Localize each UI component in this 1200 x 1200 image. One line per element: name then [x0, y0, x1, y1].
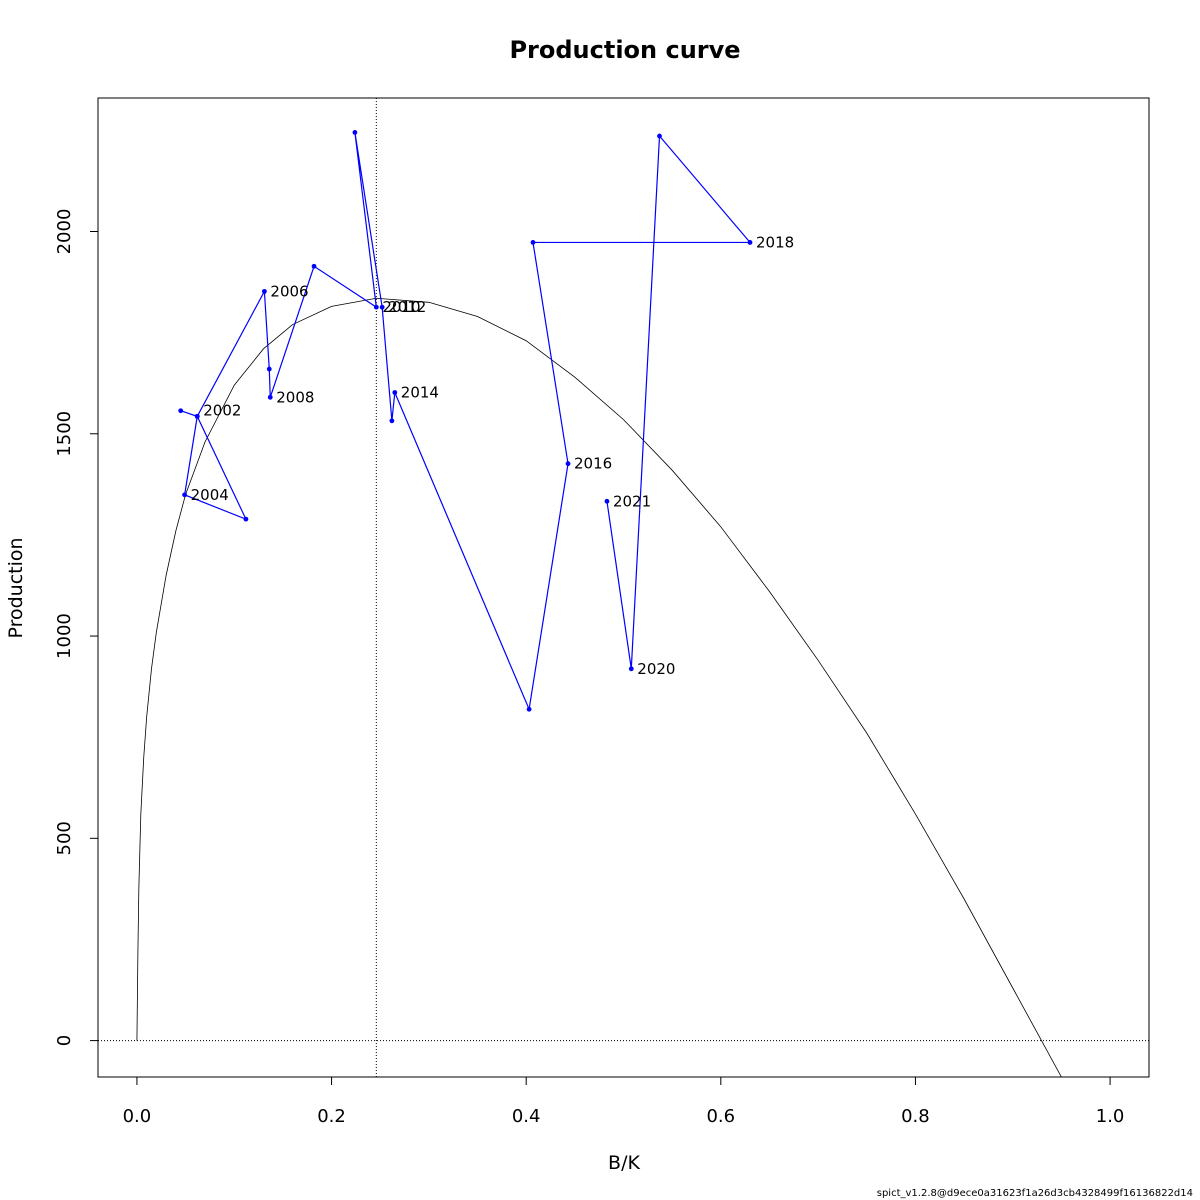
trajectory-point: [526, 706, 532, 712]
y-tick-label: 2000: [54, 209, 75, 255]
y-tick-label: 1000: [54, 613, 75, 659]
trajectory-point: [628, 666, 634, 672]
x-axis-label: B/K: [608, 1152, 640, 1174]
y-axis: 0 500 1000 1500 2000: [54, 209, 99, 1046]
trajectory-point: [266, 366, 272, 372]
trajectory-point: [389, 418, 395, 424]
x-tick-label: 0.6: [706, 1106, 735, 1127]
year-label: 2021: [613, 492, 651, 510]
year-label: 2004: [191, 486, 229, 504]
trajectory-point: [311, 263, 317, 269]
trajectory-point: [194, 413, 200, 419]
year-label: 2018: [756, 233, 794, 251]
chart-title: Production curve: [509, 36, 740, 64]
trajectory-point: [243, 516, 249, 522]
trajectory-point: [373, 304, 379, 310]
reference-lines: [98, 98, 1149, 1077]
year-label: 2002: [203, 402, 241, 420]
footer-version: spict_v1.2.8@d9ece0a31623f1a26d3cb432849…: [877, 1188, 1193, 1199]
year-label: 2020: [637, 660, 675, 678]
trajectory-point: [392, 390, 398, 395]
trajectory-point: [182, 492, 188, 498]
trajectory-point: [379, 304, 385, 310]
x-tick-label: 0.8: [901, 1106, 930, 1127]
trajectory-point: [267, 394, 273, 400]
x-tick-label: 0.4: [512, 1106, 541, 1127]
trajectory-point: [747, 240, 753, 245]
trajectory-point: [565, 461, 571, 467]
y-tick-label: 0: [54, 1035, 75, 1046]
x-tick-label: 0.2: [317, 1106, 346, 1127]
year-label: 2006: [270, 282, 308, 300]
x-tick-label: 1.0: [1096, 1106, 1125, 1127]
x-tick-label: 0.0: [123, 1106, 152, 1127]
y-axis-label: Production: [5, 537, 27, 638]
year-label: 2008: [276, 388, 314, 406]
year-label: 2012: [388, 298, 426, 316]
production-curve-line: [136, 297, 1062, 1077]
production-curve: [136, 297, 1062, 1077]
trajectory-point: [604, 498, 610, 504]
year-label: 2014: [401, 384, 439, 402]
year-label: 2010: [382, 298, 420, 316]
trajectory-point: [178, 408, 184, 414]
y-tick-label: 500: [54, 821, 75, 855]
year-label: 2016: [574, 455, 612, 473]
y-tick-label: 1500: [54, 411, 75, 457]
trajectory-point: [262, 288, 267, 294]
trajectory-point: [657, 133, 662, 139]
trajectory-point: [352, 129, 358, 135]
biomass-trajectory: [178, 129, 753, 712]
trajectory-point: [530, 240, 536, 245]
x-axis: 0.0 0.2 0.4 0.6 0.8 1.0: [123, 1076, 1125, 1127]
trajectory-line: [180, 132, 752, 712]
plot-frame: [97, 97, 1150, 1078]
